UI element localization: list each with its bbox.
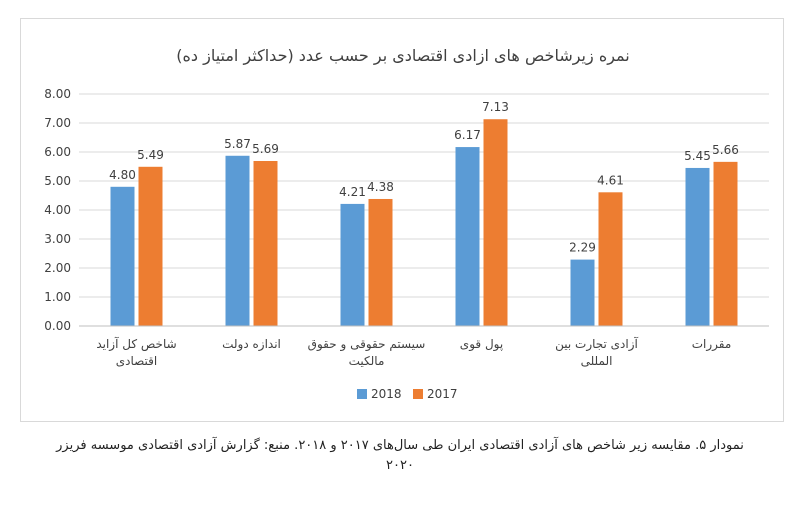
- data-label: 7.13: [482, 100, 509, 114]
- x-tick-label: اقتصادی: [116, 354, 158, 368]
- data-label: 4.38: [367, 180, 394, 194]
- data-label: 5.69: [252, 142, 279, 156]
- y-tick-label: 2.00: [44, 261, 71, 275]
- figure-caption: نمودار ۵. مقایسه زیر شاخص های آزادی اقتص…: [14, 436, 786, 476]
- bar-2018: [225, 155, 250, 326]
- data-label: 5.45: [684, 149, 711, 163]
- y-tick-label: 5.00: [44, 174, 71, 188]
- data-label: 4.80: [109, 168, 136, 182]
- bar-2017: [253, 160, 278, 326]
- data-label: 4.21: [339, 185, 366, 199]
- x-tick-label: سیستم حقوقی و حقوق: [308, 337, 426, 352]
- x-tick-label: پول قوی: [460, 337, 503, 352]
- data-label: 5.87: [224, 137, 251, 151]
- legend-swatch-2018: [357, 389, 367, 399]
- bar-2017: [368, 198, 393, 326]
- y-tick-label: 7.00: [44, 116, 71, 130]
- legend-label-2018: 2018: [371, 387, 402, 401]
- chart-title: نمره زیرشاخص های ازادی اقتصادی بر حسب عد…: [176, 46, 629, 66]
- bar-2017: [483, 119, 508, 326]
- data-label: 6.17: [454, 128, 481, 142]
- y-tick-label: 4.00: [44, 203, 71, 217]
- bar-chart: نمره زیرشاخص های ازادی اقتصادی بر حسب عد…: [44, 46, 769, 401]
- x-tick-label: اندازه دولت: [222, 337, 281, 352]
- y-tick-label: 1.00: [44, 290, 71, 304]
- data-label: 5.66: [712, 143, 739, 157]
- y-tick-label: 6.00: [44, 145, 71, 159]
- bar-2017: [598, 192, 623, 326]
- legend-label-2017: 2017: [427, 387, 458, 401]
- bar-2017: [138, 166, 163, 326]
- x-tick-label: مالکیت: [349, 354, 385, 368]
- y-tick-label: 0.00: [44, 319, 71, 333]
- caption-line-2: ۲۰۲۰: [386, 458, 414, 473]
- caption-line-1: نمودار ۵. مقایسه زیر شاخص های آزادی اقتص…: [56, 438, 744, 453]
- chart-frame: نمره زیرشاخص های ازادی اقتصادی بر حسب عد…: [20, 18, 784, 422]
- y-tick-label: 8.00: [44, 87, 71, 101]
- bar-2018: [110, 186, 135, 326]
- data-label: 4.61: [597, 173, 624, 187]
- x-tick-label: شاخص کل آزاید: [96, 336, 176, 352]
- bar-2018: [685, 167, 710, 326]
- legend-swatch-2017: [413, 389, 423, 399]
- y-tick-label: 3.00: [44, 232, 71, 246]
- x-tick-label: مقررات: [692, 337, 732, 352]
- bar-2018: [340, 203, 365, 326]
- data-label: 5.49: [137, 148, 164, 162]
- bar-2017: [713, 161, 738, 326]
- bar-2018: [570, 259, 595, 326]
- data-label: 2.29: [569, 241, 596, 255]
- x-tick-label: المللی: [581, 354, 613, 368]
- x-tick-label: آزادی تجارت بین: [555, 336, 638, 352]
- bar-2018: [455, 147, 480, 326]
